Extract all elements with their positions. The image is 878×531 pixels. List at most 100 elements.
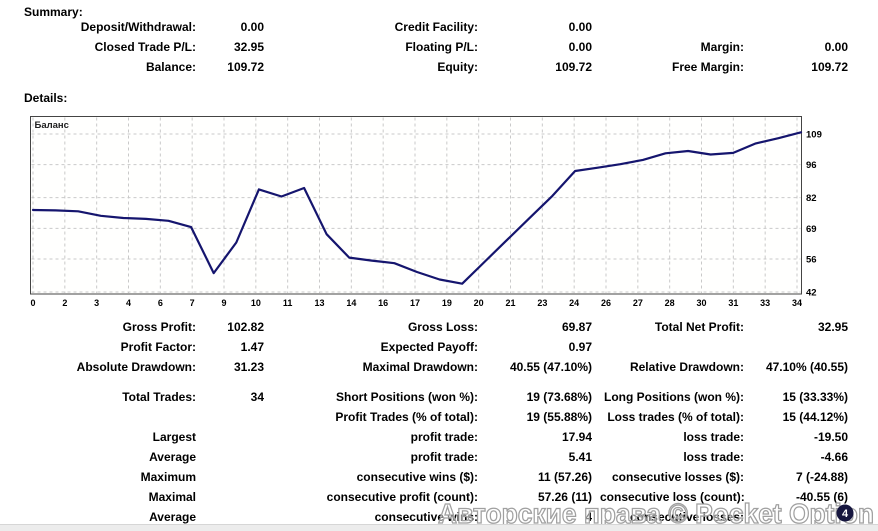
stat-label: Total Trades:	[122, 390, 196, 404]
stat-label: Profit Trades (% of total):	[335, 410, 478, 424]
x-axis-tick-label: 3	[94, 298, 99, 308]
stat-label: loss trade:	[683, 450, 744, 464]
stat-value: 102.82	[227, 320, 264, 334]
stat-label: profit trade:	[410, 450, 478, 464]
stat-label: consecutive losses ($):	[611, 470, 744, 484]
x-axis-tick-label: 4	[126, 298, 131, 308]
stat-value	[200, 427, 264, 447]
stat-label: Expected Payoff:	[380, 340, 478, 354]
stat-label: Total Net Profit:	[654, 320, 744, 334]
stat-value: 17.94	[561, 430, 592, 444]
stat-label	[600, 337, 744, 357]
stat-value	[748, 337, 848, 357]
stat-label	[600, 17, 744, 37]
stat-label: Equity:	[437, 60, 478, 74]
stat-label	[0, 407, 196, 427]
stat-value: 0.97	[568, 340, 592, 354]
stat-value: -19.50	[813, 430, 848, 444]
plot-border	[30, 116, 802, 295]
stat-value: 0.00	[824, 40, 848, 54]
x-axis-tick-label: 19	[442, 298, 452, 308]
y-axis-tick-label: 96	[806, 160, 817, 171]
stat-label: Maximal	[148, 490, 196, 504]
details-heading: Details:	[24, 91, 68, 105]
stat-label: Margin:	[700, 40, 744, 54]
stat-label: Gross Loss:	[407, 320, 478, 334]
x-axis-tick-label: 23	[537, 298, 547, 308]
stat-value: 47.10% (40.55)	[765, 360, 848, 374]
x-axis-tick-label: 20	[474, 298, 484, 308]
stat-value	[200, 487, 264, 507]
stat-row: Gross Profit: 102.82 Gross Loss: 69.87 Total…	[0, 317, 878, 337]
stat-row: Maximum consecutive wins ($): 11 (57.26) co…	[0, 467, 878, 487]
stat-value: 109.72	[227, 60, 264, 74]
stat-value: 1.47	[240, 340, 264, 354]
x-axis-tick-label: 24	[569, 298, 579, 308]
x-axis-tick-label: 34	[792, 298, 802, 308]
stat-label: Maximal Drawdown:	[362, 360, 478, 374]
stat-label: Loss trades (% of total):	[607, 410, 744, 424]
stat-value: 31.23	[233, 360, 264, 374]
x-axis-tick-label: 27	[633, 298, 643, 308]
stat-value: 19 (73.68%)	[526, 390, 592, 404]
stat-label: loss trade:	[683, 430, 744, 444]
stat-value: 34	[250, 390, 264, 404]
stat-label: Profit Factor:	[120, 340, 196, 354]
summary-heading: Summary:	[24, 5, 83, 19]
stat-label: consecutive wins ($):	[356, 470, 478, 484]
x-axis-tick-label: 10	[251, 298, 261, 308]
stat-value: 0.00	[568, 40, 592, 54]
stat-value	[200, 407, 264, 427]
stat-value: 0.00	[568, 20, 592, 34]
x-axis-tick-label: 31	[728, 298, 738, 308]
stat-row: Closed Trade P/L: 32.95 Floating P/L: 0.00 M…	[0, 37, 878, 57]
y-axis-tick-label: 56	[806, 254, 817, 265]
balance-chart-container: 109 96 82 69 56 42 0 2 3 4 6 7 9 10 11 13 14 16 17 19 20 21 23…	[0, 110, 878, 310]
stat-value	[748, 17, 848, 37]
stat-value: 11 (57.26)	[537, 470, 592, 484]
stat-label: Closed Trade P/L:	[94, 40, 196, 54]
stat-label: Deposit/Withdrawal:	[80, 20, 196, 34]
y-axis-tick-label: 82	[806, 193, 817, 204]
stat-label: consecutive wins:	[374, 510, 478, 524]
stat-value: 109.72	[811, 60, 848, 74]
stat-label: Average	[149, 450, 196, 464]
stat-label: Short Positions (won %):	[336, 390, 478, 404]
chart-series-label: Баланс	[35, 120, 69, 131]
stat-label: consecutive profit (count):	[326, 490, 478, 504]
stat-row: Absolute Drawdown: 31.23 Maximal Drawdown:…	[0, 357, 878, 377]
stat-value: 32.95	[817, 320, 848, 334]
stat-row: Maximal consecutive profit (count): 57.26 …	[0, 487, 878, 507]
stat-value: 109.72	[555, 60, 592, 74]
x-axis-tick-label: 30	[696, 298, 706, 308]
y-axis-tick-label: 42	[806, 288, 817, 299]
stat-value: 5.41	[568, 450, 592, 464]
stat-label: Average	[149, 510, 196, 524]
stat-value: 0.00	[240, 20, 264, 34]
stat-row: Balance: 109.72 Equity: 109.72 Free Margin: 1…	[0, 57, 878, 77]
details-table-profit: Gross Profit: 102.82 Gross Loss: 69.87 Total…	[0, 317, 878, 377]
x-axis-tick-label: 11	[283, 298, 293, 308]
stat-row: Average consecutive wins: 4 consecutive los…	[0, 507, 878, 527]
x-axis-tick-label: 0	[30, 298, 35, 308]
stat-label: Credit Facility:	[394, 20, 478, 34]
stat-value	[200, 467, 264, 487]
stat-label: Largest	[152, 430, 196, 444]
details-table-extremes: Largest profit trade: 17.94 loss trade: -19.…	[0, 427, 878, 527]
stat-label: Relative Drawdown:	[629, 360, 744, 374]
x-axis-tick-label: 14	[346, 298, 356, 308]
stat-value: -4.66	[820, 450, 848, 464]
x-axis-tick-label: 21	[505, 298, 515, 308]
x-axis-tick-label: 7	[190, 298, 195, 308]
stat-value	[200, 447, 264, 467]
stat-value: 32.95	[233, 40, 264, 54]
stat-label: Free Margin:	[671, 60, 744, 74]
stat-label: Absolute Drawdown:	[76, 360, 196, 374]
x-axis-tick-label: 33	[760, 298, 770, 308]
stat-row: Deposit/Withdrawal: 0.00 Credit Facility: 0…	[0, 17, 878, 37]
stat-value: 7 (-24.88)	[795, 470, 848, 484]
stat-label: Floating P/L:	[405, 40, 478, 54]
y-axis-tick-label: 69	[806, 224, 817, 235]
